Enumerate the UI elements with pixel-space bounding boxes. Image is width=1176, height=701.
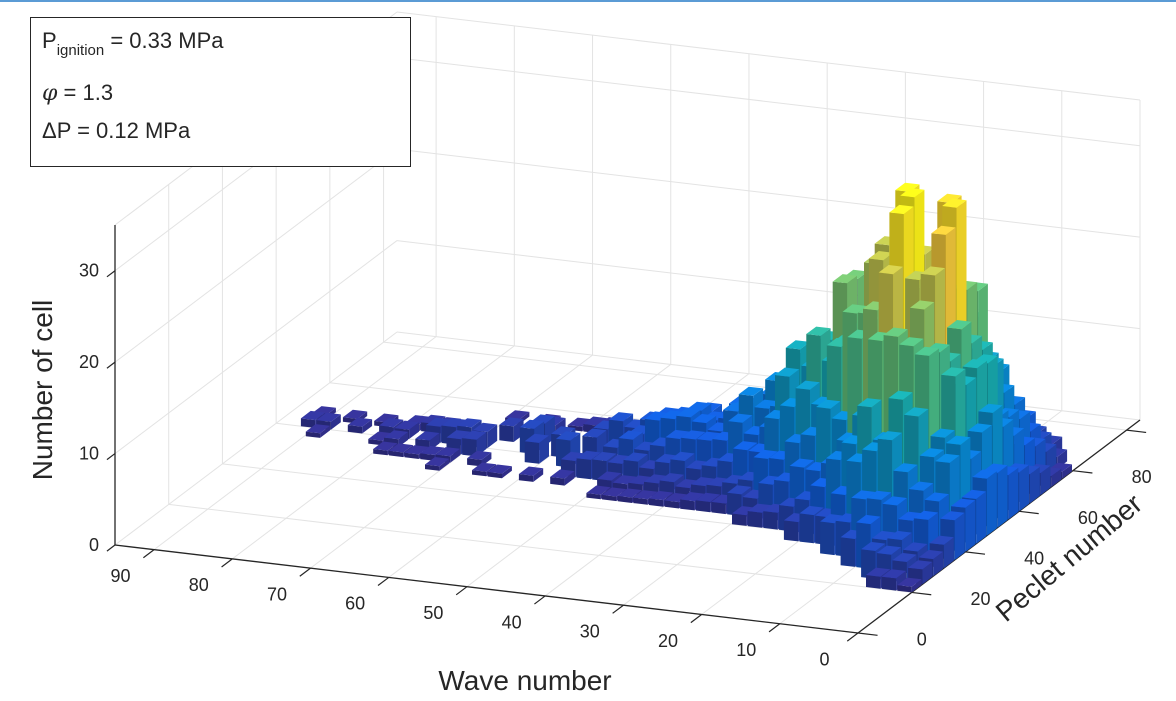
y-tick-label-2: 40 (1024, 548, 1044, 568)
z-tick-0 (106, 544, 116, 552)
x-tick-label-3: 30 (580, 622, 600, 642)
z-tick-2 (106, 361, 116, 369)
bar-40 (518, 466, 544, 482)
x-axis-label: Wave number (438, 665, 611, 696)
y-tick-4 (1072, 470, 1093, 474)
x-tick-label-7: 70 (267, 584, 287, 604)
annotation-box: Pignition = 0.33 MPa φ = 1.3 ΔP = 0.12 M… (30, 17, 411, 167)
x-tick-4 (534, 595, 546, 605)
y-tick-2 (965, 551, 986, 555)
y-tick-5 (1126, 429, 1147, 434)
grid-back-z-4 (396, 11, 1141, 101)
bar-5 (347, 417, 373, 434)
bar-360 (897, 577, 922, 593)
bar-35 (487, 464, 512, 479)
annotation-phi-symbol: φ (42, 81, 58, 106)
figure-top-border (0, 0, 1176, 2)
chart-bars (300, 182, 1072, 593)
x-tick-9 (143, 549, 155, 559)
bar-27 (462, 430, 487, 457)
z-tick-label-2: 20 (79, 352, 99, 372)
x-tick-5 (455, 586, 468, 596)
grid-side-z-0 (114, 331, 398, 546)
grid-side-z-1 (114, 240, 398, 454)
z-tick-3 (106, 270, 116, 278)
x-tick-label-0: 0 (819, 649, 829, 669)
bar-28 (499, 417, 524, 442)
x-tick-label-9: 90 (111, 566, 131, 586)
x-tick-label-4: 40 (502, 612, 522, 632)
y-tick-3 (1019, 510, 1039, 515)
annotation-p: P (42, 28, 57, 53)
y-tick-label-0: 0 (917, 629, 927, 649)
bar-37 (524, 433, 549, 464)
x-tick-3 (612, 604, 624, 614)
x-tick-2 (690, 613, 702, 624)
bar-24 (425, 457, 450, 471)
grid-floor-y-1 (168, 503, 912, 593)
annotation-ignition-pressure: Pignition = 0.33 MPa (42, 28, 224, 59)
x-tick-label-8: 80 (189, 575, 209, 595)
chart-ticks: 01020304050607080900204060801000102030 (79, 261, 1152, 670)
bar-3 (305, 424, 330, 438)
grid-back-z-2 (396, 148, 1141, 238)
x-tick-label-6: 60 (345, 594, 365, 614)
annotation-phi-value: = 1.3 (57, 80, 114, 105)
y-tick-label-4: 80 (1132, 467, 1152, 487)
z-axis-label: Number of cell (27, 300, 58, 481)
x-tick-0 (846, 632, 859, 642)
x-tick-label-1: 10 (736, 640, 756, 660)
x-tick-6 (377, 576, 390, 587)
x-tick-7 (299, 567, 311, 577)
z-tick-label-1: 10 (79, 444, 99, 464)
x-tick-label-2: 20 (658, 631, 678, 651)
annotation-equivalence-ratio: φ = 1.3 (42, 80, 113, 106)
x-tick-label-5: 50 (423, 603, 443, 623)
z-tick-label-3: 30 (79, 261, 99, 281)
annotation-p-value: = 0.33 MPa (104, 28, 224, 53)
annotation-pressure-rise: ΔP = 0.12 MPa (42, 118, 191, 143)
z-tick-label-0: 0 (89, 535, 99, 555)
grid-floor-x-9 (153, 336, 437, 551)
x-axis-line (114, 544, 859, 634)
grid-side-z-2 (114, 148, 398, 363)
grid-back-z-3 (396, 57, 1141, 147)
x-tick-1 (768, 623, 781, 633)
z-tick-1 (106, 453, 116, 461)
chart-grid (114, 11, 1141, 634)
bar-47 (550, 469, 575, 486)
grid-back-z-1 (396, 240, 1141, 330)
x-tick-8 (221, 558, 233, 568)
y-tick-label-1: 20 (970, 589, 990, 609)
y-tick-1 (911, 591, 932, 596)
y-tick-label-3: 60 (1078, 508, 1098, 528)
y-tick-0 (857, 632, 878, 636)
annotation-p-subscript: ignition (56, 42, 105, 59)
